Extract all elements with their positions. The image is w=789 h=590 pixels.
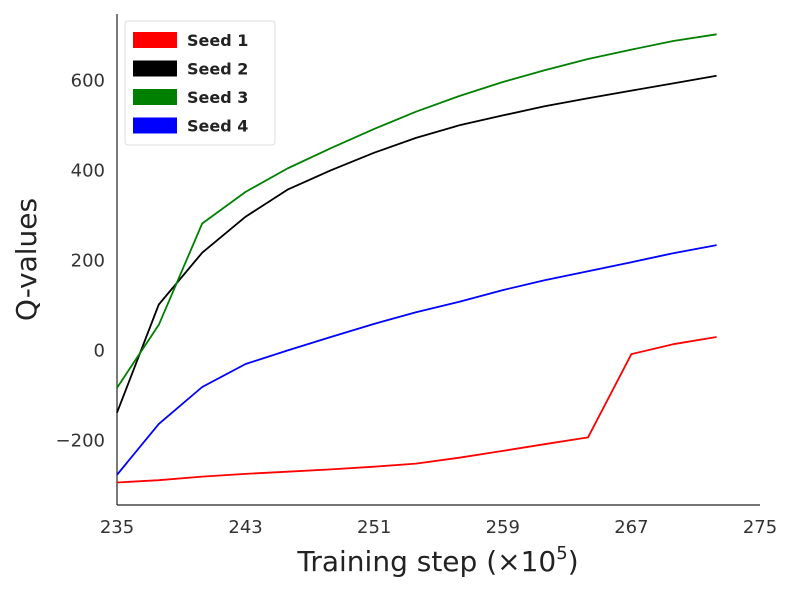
y-tick-label: 400 [71,160,105,181]
x-tick-label: 251 [357,517,391,538]
x-axis-title-main: Training step (×10 [296,545,556,578]
legend: Seed 1 Seed 2 Seed 3 Seed 4 [124,20,276,146]
legend-swatch-seed-3 [133,89,177,105]
y-tick-label: 200 [71,251,105,272]
x-tick-label: 267 [614,517,648,538]
series-line-seed-2 [116,74,717,414]
legend-swatch-seed-2 [133,60,177,77]
legend-swatch-seed-1 [133,32,177,48]
legend-label-seed-4: Seed 4 [187,117,248,136]
x-tick-labels: 235 243 251 259 267 275 [100,517,777,538]
legend-frame [124,20,276,146]
x-tick-label: 275 [743,517,777,538]
y-tick-label: −200 [56,431,105,452]
axes [116,14,760,506]
x-axis-title-exponent: 5 [556,543,567,564]
legend-label-seed-1: Seed 1 [187,31,248,50]
series-line-seed-3 [116,33,717,389]
x-axis-title: Training step (×105) [296,543,578,578]
legend-swatch-seed-4 [133,117,177,134]
series-line-seed-4 [116,244,717,476]
x-tick-label: 259 [486,517,520,538]
x-tick-label: 243 [228,517,262,538]
legend-label-seed-3: Seed 3 [187,88,248,107]
y-axis-title: Q-values [10,198,43,321]
x-axis-title-close: ) [568,545,579,578]
legend-items: Seed 1 Seed 2 Seed 3 Seed 4 [133,31,248,136]
legend-label-seed-2: Seed 2 [187,60,248,79]
series-lines [116,33,717,484]
y-tick-label: 600 [71,70,105,91]
series-line-seed-1 [116,336,717,484]
y-tick-label: 0 [94,341,105,362]
y-tick-labels: −200 0 200 400 600 [56,70,105,451]
x-tick-label: 235 [100,517,134,538]
